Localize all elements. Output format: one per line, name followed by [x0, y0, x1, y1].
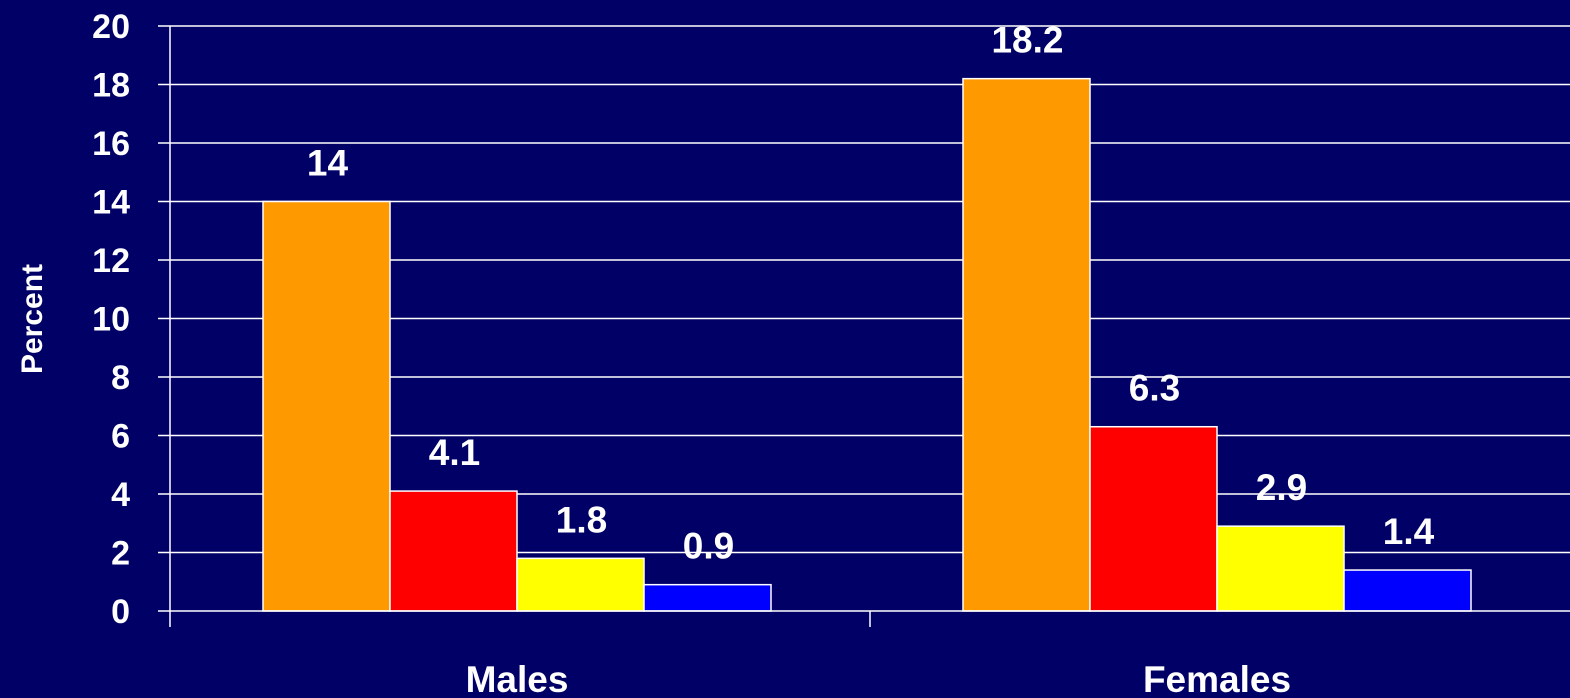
value-label: 2.9 — [1256, 467, 1307, 508]
y-tick-label: 0 — [111, 593, 130, 631]
bar — [389, 490, 518, 612]
bars — [262, 77, 1472, 612]
y-axis-title: Percent — [16, 264, 49, 374]
value-label: 0.9 — [683, 526, 734, 567]
value-label: 6.3 — [1129, 368, 1180, 409]
category-label: Males — [466, 659, 569, 698]
y-tick-label: 12 — [92, 242, 130, 280]
y-tick-label: 8 — [111, 359, 130, 397]
value-label: 1.8 — [556, 499, 607, 540]
category-label: Females — [1143, 659, 1291, 698]
y-tick-label: 2 — [111, 535, 130, 573]
y-tick-label: 16 — [92, 125, 130, 163]
y-tick-label: 6 — [111, 418, 130, 456]
y-tick-label: 4 — [111, 476, 130, 514]
value-label: 4.1 — [429, 432, 480, 473]
labels: 0 2 4 6 8 10 12 14 16 18 20 Males Females 14 18.2 4.1 6.… — [92, 8, 1434, 698]
y-tick-label: 10 — [92, 301, 130, 339]
bar — [643, 583, 772, 612]
axes — [158, 25, 1570, 627]
y-tick-label: 18 — [92, 67, 130, 105]
bar — [262, 200, 391, 612]
bar — [1089, 425, 1218, 612]
value-label: 18.2 — [991, 20, 1063, 61]
value-label: 14 — [307, 143, 349, 184]
value-label: 1.4 — [1383, 511, 1435, 552]
bar — [962, 77, 1091, 612]
bar — [1216, 525, 1345, 612]
bar — [1343, 569, 1472, 612]
bar — [516, 557, 645, 612]
y-tick-label: 14 — [92, 184, 130, 222]
y-tick-label: 20 — [92, 8, 130, 46]
